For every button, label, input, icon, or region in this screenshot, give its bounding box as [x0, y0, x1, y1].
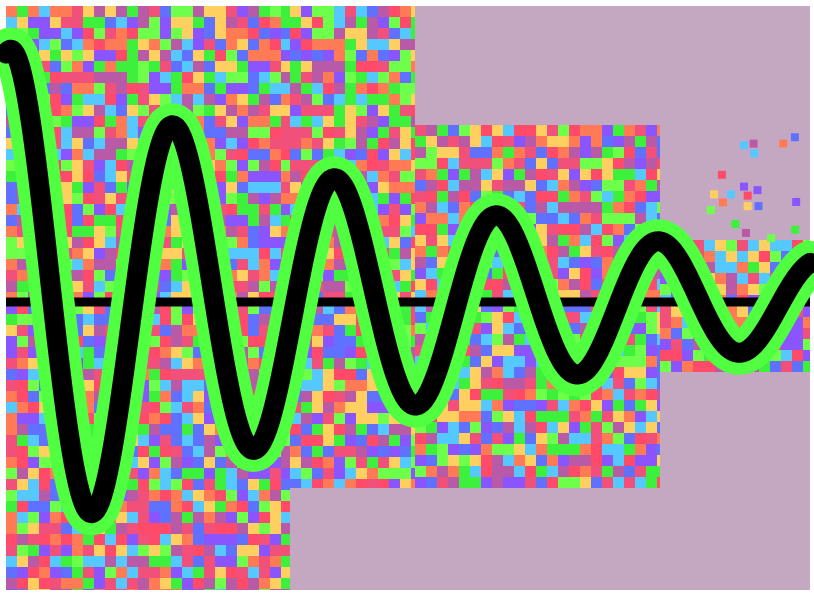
damped-wave-curve: [0, 39, 814, 524]
